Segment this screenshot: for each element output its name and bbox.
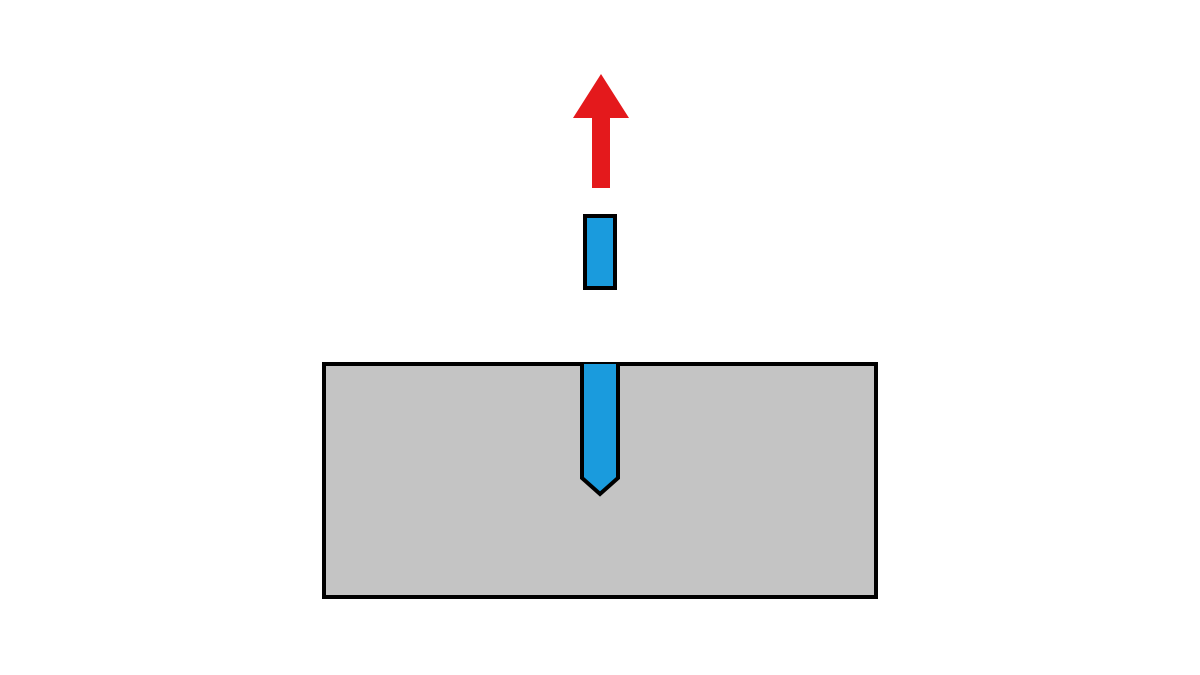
drill-hole <box>582 364 618 494</box>
diagram-canvas <box>0 0 1200 675</box>
arrow-head-icon <box>573 74 629 118</box>
arrow-shaft-icon <box>592 116 610 188</box>
tool-fragment <box>585 216 615 288</box>
